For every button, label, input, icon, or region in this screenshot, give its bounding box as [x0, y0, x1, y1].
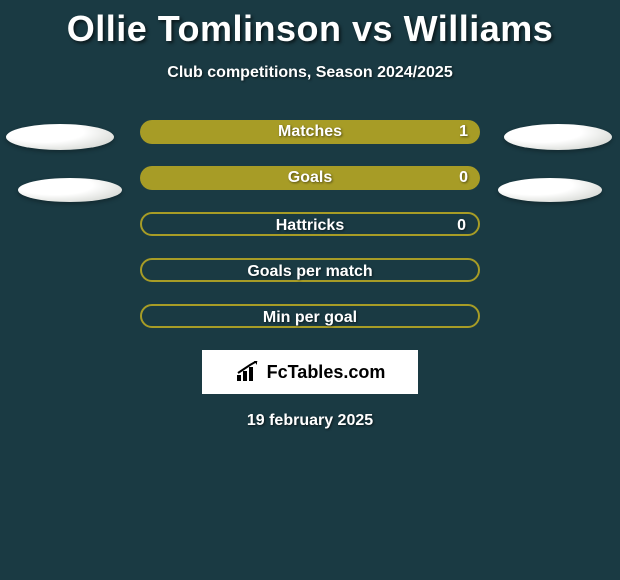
bar-row-hattricks: Hattricks 0	[0, 212, 620, 236]
comparison-chart: Matches 1 Goals 0 Hattricks 0 Goals per …	[0, 120, 620, 328]
chart-icon	[235, 361, 261, 383]
bar-value: 0	[457, 214, 466, 238]
brand-logo: FcTables.com	[202, 350, 418, 394]
bar-value: 0	[459, 166, 468, 190]
bar-row-min-per-goal: Min per goal	[0, 304, 620, 328]
bar-track: Hattricks 0	[140, 212, 480, 236]
bar-label: Min per goal	[142, 306, 478, 330]
page-subtitle: Club competitions, Season 2024/2025	[0, 64, 620, 82]
page-title: Ollie Tomlinson vs Williams	[0, 0, 620, 50]
bar-row-goals: Goals 0	[0, 166, 620, 190]
bar-track: Goals per match	[140, 258, 480, 282]
bar-value: 1	[459, 120, 468, 144]
bar-track: Min per goal	[140, 304, 480, 328]
bar-label: Goals per match	[142, 260, 478, 284]
bar-track: Matches 1	[140, 120, 480, 144]
footer-date: 19 february 2025	[0, 412, 620, 430]
bar-row-goals-per-match: Goals per match	[0, 258, 620, 282]
brand-text: FcTables.com	[267, 362, 386, 383]
bar-label: Matches	[140, 120, 480, 144]
bar-label: Goals	[140, 166, 480, 190]
bar-row-matches: Matches 1	[0, 120, 620, 144]
bar-label: Hattricks	[142, 214, 478, 238]
bar-track: Goals 0	[140, 166, 480, 190]
